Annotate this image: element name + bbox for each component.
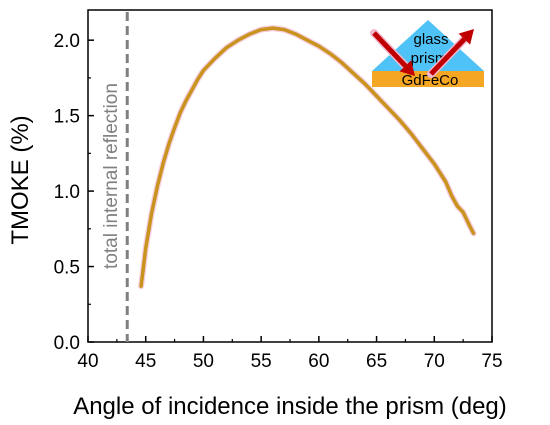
x-axis: 40 45 50 55 60 65 70 75 [77, 336, 503, 372]
y-tick-label: 1.5 [54, 107, 80, 128]
reflected-arrow-head [458, 29, 474, 45]
incident-arrow-shaft [372, 31, 408, 68]
x-tick-label: 40 [77, 351, 98, 372]
y-tick-label: 0.5 [54, 258, 80, 279]
reflected-arrow [427, 29, 474, 78]
y-tick-label: 1.0 [54, 182, 80, 203]
gdfeco-film [372, 71, 484, 87]
series-line [139, 26, 476, 288]
film-label-gdfeco: GdFeCo [402, 72, 459, 89]
incident-arrow-head [399, 60, 415, 76]
reflected-arrow-shaft [429, 37, 467, 76]
y-axis: 0.0 0.5 1.0 1.5 2.0 [54, 31, 94, 354]
x-tick-label: 75 [481, 351, 502, 372]
x-tick-label: 55 [251, 351, 272, 372]
series-layer [138, 25, 477, 290]
y-tick-label: 0.0 [54, 333, 80, 354]
tir-label: total internal reflection [101, 83, 122, 269]
x-tick-label: 60 [308, 351, 329, 372]
x-tick-label: 45 [135, 351, 156, 372]
prism-label-glass: glass [413, 31, 448, 48]
y-tick-label: 2.0 [54, 31, 80, 52]
x-tick-label: 65 [366, 351, 387, 372]
y-axis-label: TMOKE (%) [7, 115, 34, 244]
x-tick-label: 50 [193, 351, 214, 372]
annotation-layer: total internal reflection glassprismGdFeC… [101, 12, 484, 342]
x-tick-label: 70 [424, 351, 445, 372]
x-axis-label: Angle of incidence inside the prism (deg… [73, 393, 507, 420]
incident-arrow [370, 29, 415, 76]
